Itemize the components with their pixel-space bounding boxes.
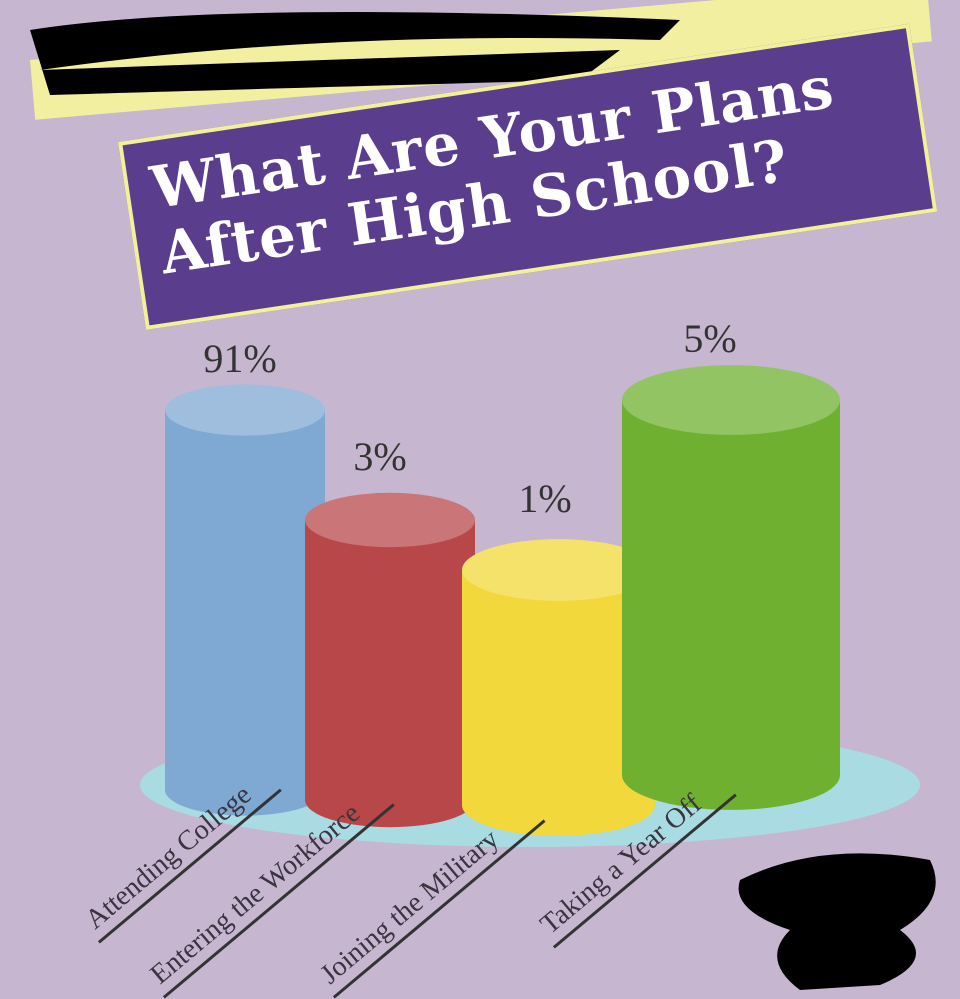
bar-entering-the-workforce — [305, 492, 475, 828]
bar-joining-the-military — [462, 539, 655, 836]
bar-top — [165, 384, 325, 436]
bar-top — [462, 539, 655, 601]
bar-top — [305, 492, 475, 548]
category-underline — [552, 793, 737, 949]
category-underline — [97, 788, 282, 944]
bar-attending-college — [165, 384, 325, 816]
data-label: 3% — [353, 434, 406, 479]
bar-taking-a-year-off — [622, 365, 840, 810]
category-underline — [162, 803, 395, 999]
data-label: 1% — [518, 476, 571, 521]
bar-body — [165, 410, 325, 816]
bar-body — [622, 400, 840, 810]
bar-top — [622, 365, 840, 435]
data-label: 91% — [203, 336, 276, 381]
data-label: 5% — [683, 316, 736, 361]
category-underline — [332, 819, 546, 999]
redaction-scribble — [30, 12, 680, 95]
bar-body — [305, 520, 475, 828]
bar-body — [462, 570, 655, 836]
